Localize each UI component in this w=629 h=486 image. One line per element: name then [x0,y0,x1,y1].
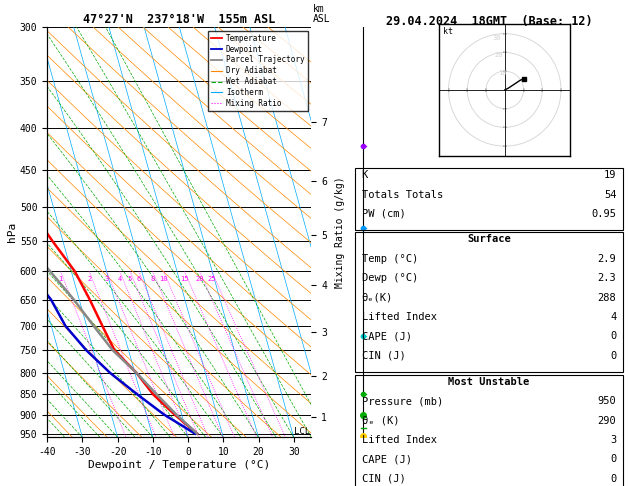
Text: 2.3: 2.3 [598,273,616,283]
Text: CAPE (J): CAPE (J) [362,454,411,465]
Text: 2: 2 [87,276,91,282]
Text: 15: 15 [181,276,189,282]
Text: 288: 288 [598,293,616,303]
Text: CIN (J): CIN (J) [362,351,406,361]
Text: θₑ(K): θₑ(K) [362,293,393,303]
Text: 0: 0 [610,331,616,342]
Text: Lifted Index: Lifted Index [362,435,437,445]
Text: 6: 6 [136,276,141,282]
Text: 20: 20 [495,52,503,58]
Text: Lifted Index: Lifted Index [362,312,437,322]
Text: Dewp (°C): Dewp (°C) [362,273,418,283]
Text: 10: 10 [498,69,506,76]
Text: CAPE (J): CAPE (J) [362,331,411,342]
Text: 0: 0 [610,454,616,465]
Text: 5: 5 [128,276,132,282]
Text: 0.95: 0.95 [591,209,616,219]
Text: LCL: LCL [294,427,310,436]
Text: Totals Totals: Totals Totals [362,190,443,200]
Text: 8: 8 [150,276,155,282]
Text: 54: 54 [604,190,616,200]
Text: 10: 10 [160,276,168,282]
Text: 30: 30 [492,35,501,41]
Text: 1: 1 [58,276,63,282]
Text: 19: 19 [604,170,616,180]
Y-axis label: hPa: hPa [7,222,17,242]
Text: Mixing Ratio (g/kg): Mixing Ratio (g/kg) [335,176,345,288]
Text: Temp (°C): Temp (°C) [362,254,418,264]
Text: θₑ (K): θₑ (K) [362,416,399,426]
Text: km
ASL: km ASL [313,4,330,24]
Text: 0: 0 [610,474,616,484]
Text: Most Unstable: Most Unstable [448,377,530,387]
Text: 20: 20 [196,276,204,282]
Legend: Temperature, Dewpoint, Parcel Trajectory, Dry Adiabat, Wet Adiabat, Isotherm, Mi: Temperature, Dewpoint, Parcel Trajectory… [208,31,308,111]
Text: PW (cm): PW (cm) [362,209,406,219]
Text: 4: 4 [610,312,616,322]
Title: 47°27'N  237°18'W  155m ASL: 47°27'N 237°18'W 155m ASL [83,13,276,26]
Text: 3: 3 [104,276,109,282]
Text: Pressure (mb): Pressure (mb) [362,396,443,406]
Text: 0: 0 [610,351,616,361]
Text: 3: 3 [610,435,616,445]
Text: kt: kt [443,27,453,35]
Text: 290: 290 [598,416,616,426]
Text: Surface: Surface [467,234,511,244]
Text: 29.04.2024  18GMT  (Base: 12): 29.04.2024 18GMT (Base: 12) [386,15,593,28]
Text: 950: 950 [598,396,616,406]
Text: 25: 25 [208,276,216,282]
Text: K: K [362,170,368,180]
Text: CIN (J): CIN (J) [362,474,406,484]
Text: 4: 4 [118,276,122,282]
Text: 2.9: 2.9 [598,254,616,264]
X-axis label: Dewpoint / Temperature (°C): Dewpoint / Temperature (°C) [88,460,270,470]
